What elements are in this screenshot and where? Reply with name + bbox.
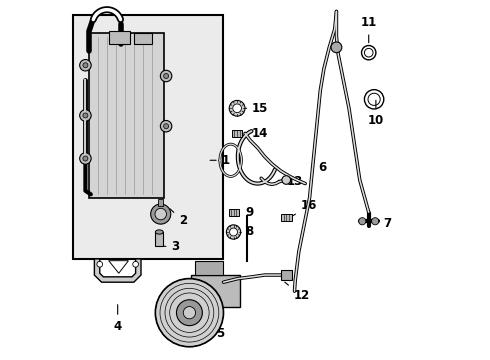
Text: 1: 1 — [210, 154, 230, 167]
Circle shape — [80, 59, 91, 71]
Ellipse shape — [155, 230, 163, 234]
Circle shape — [359, 218, 366, 225]
Circle shape — [331, 42, 342, 53]
Circle shape — [151, 204, 171, 224]
Text: 15: 15 — [246, 102, 269, 115]
Polygon shape — [109, 261, 128, 273]
Text: 5: 5 — [209, 320, 224, 340]
Circle shape — [371, 218, 379, 225]
Polygon shape — [95, 259, 141, 282]
Circle shape — [160, 70, 172, 82]
Bar — [232, 130, 243, 137]
Circle shape — [155, 208, 167, 220]
Circle shape — [164, 124, 169, 129]
Circle shape — [282, 176, 291, 184]
Circle shape — [97, 261, 102, 267]
Circle shape — [80, 153, 91, 164]
Circle shape — [83, 156, 88, 161]
Bar — [155, 232, 163, 246]
Bar — [73, 15, 223, 259]
Text: 10: 10 — [368, 100, 384, 127]
Text: 6: 6 — [311, 161, 327, 174]
Circle shape — [80, 110, 91, 121]
Text: 16: 16 — [292, 199, 317, 216]
Circle shape — [133, 261, 139, 267]
Circle shape — [230, 228, 238, 236]
Bar — [191, 275, 240, 307]
Circle shape — [229, 100, 245, 116]
Bar — [89, 33, 164, 198]
Text: 2: 2 — [170, 209, 187, 227]
Text: 13: 13 — [278, 175, 302, 188]
Circle shape — [155, 279, 223, 347]
Circle shape — [176, 300, 202, 326]
Bar — [134, 33, 152, 44]
Bar — [281, 270, 292, 280]
Text: 8: 8 — [239, 225, 253, 238]
Circle shape — [160, 121, 172, 132]
Text: 14: 14 — [246, 127, 269, 140]
Bar — [195, 261, 223, 275]
Bar — [109, 31, 130, 44]
Text: 4: 4 — [114, 305, 122, 333]
Text: 11: 11 — [361, 17, 377, 43]
Circle shape — [83, 113, 88, 118]
Text: 7: 7 — [375, 216, 391, 230]
Bar — [158, 199, 163, 206]
Bar — [281, 214, 292, 221]
Bar — [228, 209, 239, 216]
Text: 3: 3 — [164, 240, 180, 253]
Circle shape — [83, 63, 88, 68]
Circle shape — [226, 225, 241, 239]
Text: 9: 9 — [239, 206, 253, 219]
Circle shape — [164, 73, 169, 78]
Circle shape — [233, 104, 242, 113]
Circle shape — [183, 307, 196, 319]
Text: 12: 12 — [285, 282, 310, 302]
